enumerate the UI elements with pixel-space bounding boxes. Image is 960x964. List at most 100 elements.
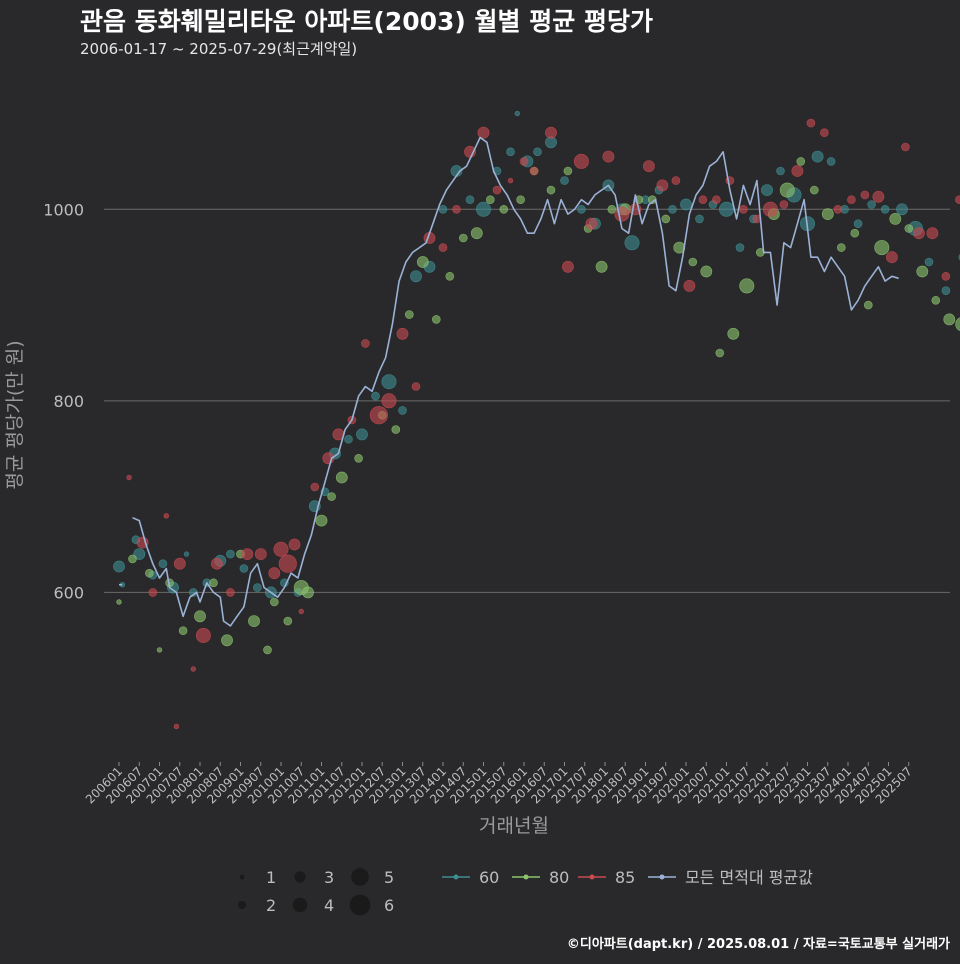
point-80-29: [499, 205, 509, 214]
point-80-15: [302, 586, 314, 599]
point-85-45: [683, 279, 696, 292]
point-85-8: [210, 557, 223, 570]
point-85-25: [411, 382, 421, 391]
point-85-54: [806, 118, 816, 128]
point-80-33: [563, 166, 573, 176]
legend-label: 80: [549, 868, 569, 887]
size-legend-label: 6: [384, 896, 394, 915]
point-85-60: [886, 251, 898, 264]
point-80-56: [874, 240, 890, 256]
size-legend-circle-1: [239, 874, 245, 880]
point-85-11: [254, 548, 267, 560]
point-60-20: [344, 434, 353, 444]
point-80-26: [458, 233, 468, 243]
point-80-40: [661, 214, 671, 224]
point-60-65: [941, 286, 951, 296]
chart-subtitle: 2006-01-17 ~ 2025-07-29(최근계약일): [80, 40, 357, 58]
size-legend-label: 2: [266, 896, 276, 915]
point-85-9: [226, 588, 235, 597]
point-60-22: [371, 391, 380, 401]
scatter-points: [113, 110, 960, 730]
point-85-57: [847, 195, 856, 204]
point-85-4: [173, 723, 180, 730]
point-60-50: [735, 243, 745, 252]
point-60-46: [680, 198, 692, 211]
color-legend: 60 80 85 모든 면적대 평균값: [442, 868, 813, 887]
point-85-22: [369, 406, 389, 425]
point-60-27: [438, 205, 448, 214]
point-85-53: [791, 165, 804, 177]
point-60-7: [183, 551, 190, 557]
point-80-58: [904, 224, 914, 233]
point-60-56: [811, 150, 824, 163]
point-85-43: [656, 179, 669, 192]
point-85-36: [562, 260, 574, 273]
point-80-59: [916, 265, 929, 278]
point-85-16: [298, 608, 304, 615]
point-85-37: [573, 153, 589, 169]
point-60-37: [560, 176, 569, 185]
point-85-6: [190, 666, 197, 672]
point-85-35: [545, 126, 557, 139]
point-60-52: [761, 184, 773, 196]
legend-dot-모든 면적대 평균값: [659, 874, 665, 880]
point-60-59: [853, 219, 863, 228]
point-60-12: [239, 564, 249, 573]
point-60-21: [356, 428, 368, 441]
point-85-30: [477, 126, 490, 139]
y-axis-label: 평균 평당가(만 원): [4, 340, 26, 489]
size-legend-circle-6: [349, 894, 371, 916]
point-80-1: [128, 554, 137, 564]
point-80-42: [688, 257, 698, 267]
point-80-5: [178, 626, 188, 636]
point-80-8: [221, 634, 233, 647]
point-80-54: [850, 228, 860, 238]
point-85-46: [698, 195, 708, 204]
point-60-49: [718, 201, 734, 217]
grid-layer: [104, 208, 950, 593]
point-80-57: [889, 212, 902, 225]
legend-dot-60: [453, 874, 459, 880]
point-85-58: [860, 190, 870, 200]
legend-dot-85: [589, 874, 595, 880]
point-60-35: [533, 147, 542, 157]
point-80-18: [335, 471, 348, 484]
point-80-3: [156, 647, 163, 653]
size-legend-label: 4: [324, 896, 334, 915]
point-60-25: [410, 270, 422, 283]
point-60-30: [475, 201, 491, 217]
point-80-60: [931, 295, 941, 305]
point-80-12: [269, 597, 279, 607]
point-80-52: [821, 208, 834, 220]
point-60-33: [514, 110, 520, 117]
point-85-38: [585, 217, 598, 230]
point-60-60: [867, 200, 876, 209]
point-80-10: [248, 615, 260, 627]
point-80-49: [779, 182, 795, 198]
point-85-7: [195, 627, 211, 643]
point-80-11: [263, 645, 272, 655]
legend-label: 85: [615, 868, 635, 887]
point-80-13: [283, 616, 293, 626]
point-85-63: [926, 227, 939, 240]
point-85-32: [507, 177, 514, 184]
point-60-11: [226, 549, 235, 559]
point-85-65: [955, 195, 960, 204]
point-85-5: [173, 557, 186, 570]
point-85-59: [872, 190, 885, 203]
point-85-64: [941, 271, 951, 281]
point-80-61: [943, 313, 956, 326]
point-85-62: [913, 227, 925, 240]
point-85-17: [310, 482, 320, 492]
point-60-32: [506, 147, 515, 157]
point-85-0: [126, 474, 132, 481]
point-85-51: [762, 201, 778, 217]
point-85-21: [361, 339, 370, 348]
point-60-0: [113, 560, 125, 573]
point-85-44: [671, 176, 681, 185]
point-85-27: [438, 243, 448, 252]
x-axis-label: 거래년월: [479, 815, 549, 837]
size-legend-circle-2: [238, 901, 246, 909]
point-80-2: [145, 568, 154, 578]
footer-credit: ©디아파트(dapt.kr) / 2025.08.01 / 자료=국토교통부 실…: [567, 936, 950, 952]
